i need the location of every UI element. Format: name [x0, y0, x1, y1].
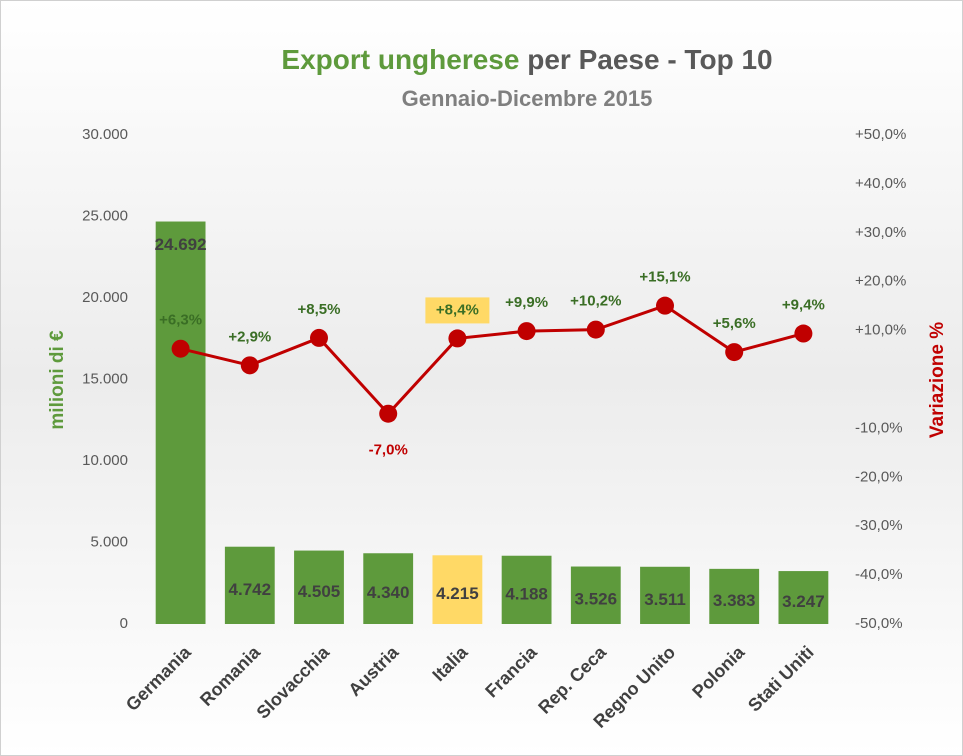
bar: [432, 555, 483, 624]
y2-tick-label: +50,0%: [855, 126, 906, 143]
line-value-label: +6,3%: [159, 312, 202, 329]
chart-title: Export ungherese per Paese - Top 10: [281, 44, 772, 75]
bar-value-label: 24.692: [155, 235, 207, 254]
bar-value-label: 4.188: [505, 584, 548, 603]
line-value-label: +9,9%: [505, 294, 548, 311]
y-tick-label: 0: [120, 615, 128, 632]
bar: [224, 546, 275, 624]
y-tick-label: 15.000: [82, 370, 128, 387]
line-value-label: -7,0%: [369, 442, 408, 459]
line-point: [725, 343, 744, 362]
bar: [778, 571, 829, 624]
y2-tick-label: -40,0%: [855, 566, 903, 583]
y2-tick-label: -20,0%: [855, 468, 903, 485]
line-value-label: +2,9%: [228, 328, 271, 345]
bar: [155, 221, 206, 625]
line-point: [656, 296, 674, 315]
y-tick-label: 30.000: [82, 126, 128, 143]
bar-value-label: 4.340: [367, 583, 410, 602]
y2-tick-label: +20,0%: [855, 273, 906, 290]
bar-value-label: 3.526: [575, 590, 618, 609]
y-tick-label: 10.000: [82, 452, 128, 469]
y-tick-label: 5.000: [90, 533, 128, 550]
line-value-label: +15,1%: [639, 269, 690, 286]
line-point: [310, 328, 328, 347]
line-value-label: +5,6%: [713, 315, 756, 332]
line-value-label: +10,2%: [570, 293, 621, 310]
bar: [363, 553, 414, 624]
y-axis-label: milioni di €: [47, 330, 68, 430]
y2-tick-label: +10,0%: [855, 322, 906, 339]
line-point: [240, 356, 259, 375]
line-value-label: +8,5%: [298, 301, 341, 318]
bar: [709, 568, 760, 624]
line-point: [794, 324, 813, 343]
bar: [640, 566, 690, 624]
line-value-label: +8,4%: [436, 301, 479, 318]
bar-value-label: 3.247: [782, 592, 825, 611]
title-highlight: Export ungherese: [281, 44, 519, 75]
bar-value-label: 3.511: [644, 590, 686, 609]
bar-value-label: 4.215: [436, 584, 479, 603]
bar: [501, 555, 552, 624]
y-tick-label: 25.000: [82, 207, 128, 224]
y2-tick-label: -30,0%: [855, 517, 903, 534]
label-highlight: [425, 297, 490, 324]
bar: [294, 550, 344, 624]
chart-subtitle: Gennaio-Dicembre 2015: [402, 86, 653, 111]
bar-value-label: 4.505: [298, 582, 341, 601]
line: [180, 303, 804, 416]
y2-tick-label: +30,0%: [855, 224, 906, 241]
y2-tick-label: -10,0%: [855, 419, 903, 436]
line-point: [448, 329, 467, 348]
bar-value-label: 4.742: [229, 580, 272, 599]
y-tick-label: 20.000: [82, 289, 128, 306]
line-point: [171, 339, 190, 358]
bar: [570, 566, 621, 624]
line-point: [379, 404, 398, 423]
y2-tick-label: -50,0%: [855, 615, 903, 632]
line-value-label: +9,4%: [782, 297, 825, 314]
title-rest: per Paese - Top 10: [527, 44, 772, 75]
line-point: [517, 322, 536, 341]
y2-tick-label: +40,0%: [855, 175, 906, 192]
bar-value-label: 3.383: [713, 591, 756, 610]
y2-axis-label: Variazione %: [927, 322, 948, 438]
line-point: [586, 320, 605, 339]
